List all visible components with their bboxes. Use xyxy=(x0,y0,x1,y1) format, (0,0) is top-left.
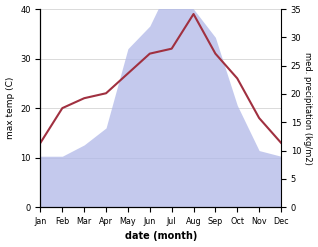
X-axis label: date (month): date (month) xyxy=(125,231,197,242)
Y-axis label: med. precipitation (kg/m2): med. precipitation (kg/m2) xyxy=(303,52,313,165)
Y-axis label: max temp (C): max temp (C) xyxy=(5,77,15,139)
